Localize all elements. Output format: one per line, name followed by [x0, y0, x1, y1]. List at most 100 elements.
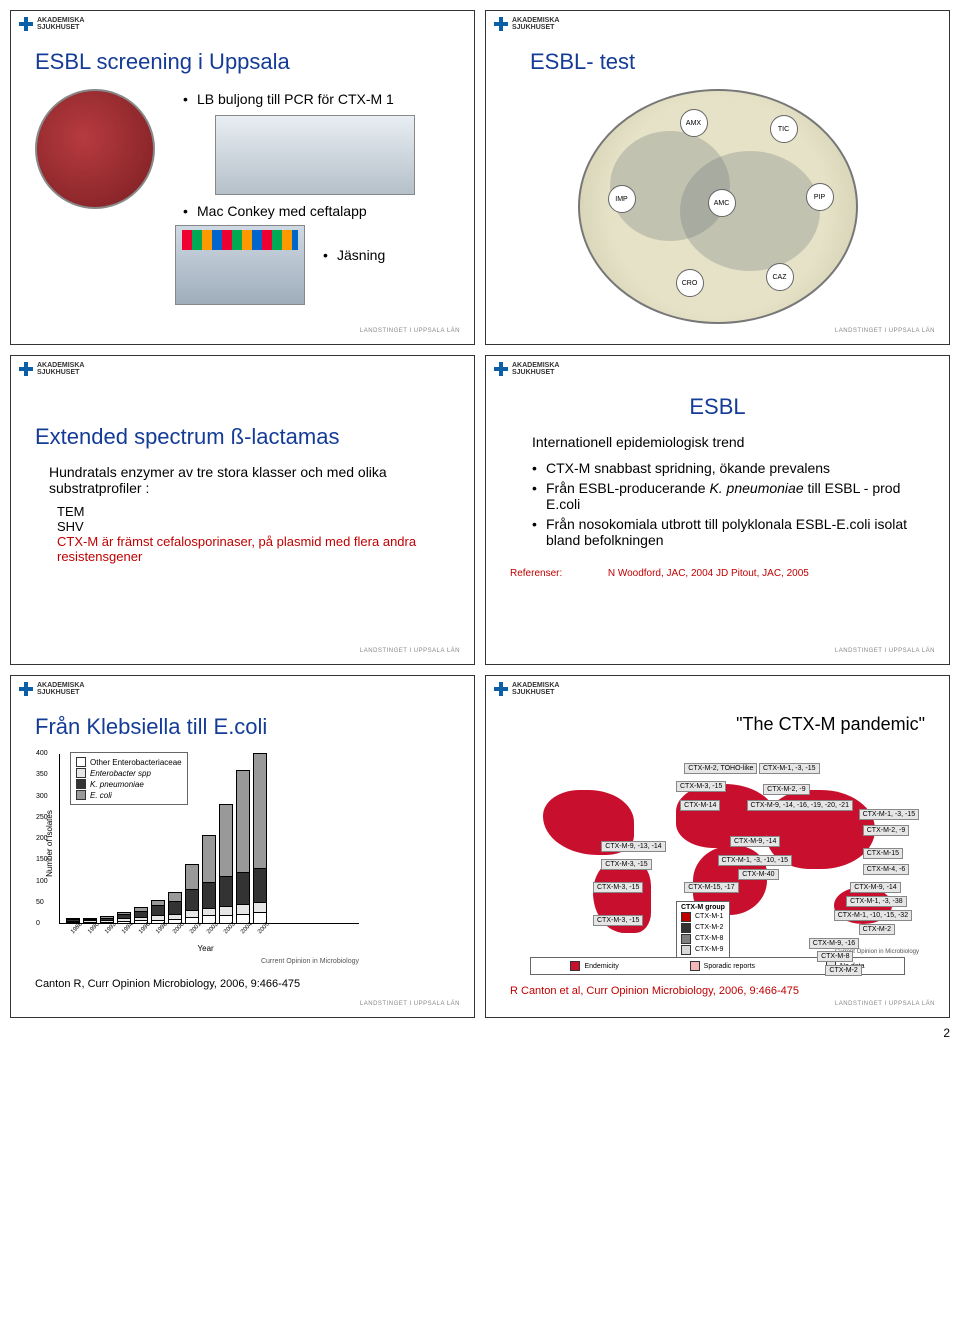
x-axis-title: Year: [198, 944, 214, 953]
map-tag: CTX-M-3, -15: [676, 781, 726, 792]
page-number: 2: [10, 1026, 950, 1040]
map-tag: CTX-M-2, TOHO-like: [684, 763, 757, 774]
map-tag: CTX-M-15: [863, 848, 903, 859]
map-tag: CTX-M-9, -13, -14: [601, 841, 665, 852]
slide5-title: Från Klebsiella till E.coli: [35, 714, 450, 740]
slide1-bullet-1: LB buljong till PCR för CTX-M 1: [183, 89, 450, 109]
footer: LANDSTINGET I UPPSALA LÄN: [360, 1001, 460, 1007]
slide-4: AKADEMISKA SJUKHUSET ESBL Internationell…: [485, 355, 950, 665]
slide4-bullet-1: CTX-M snabbast spridning, ökande prevale…: [532, 458, 925, 478]
disc-tic: TIC: [770, 115, 798, 143]
antibiotic-plate-photo: AMX TIC IMP AMC PIP CRO CAZ: [578, 89, 858, 324]
slide-3: AKADEMISKA SJUKHUSET Extended spectrum ß…: [10, 355, 475, 665]
chart-caption: Current Opinion in Microbiology: [261, 958, 359, 965]
slide4-b2a: Från ESBL-producerande: [546, 480, 709, 496]
footer: LANDSTINGET I UPPSALA LÄN: [835, 328, 935, 334]
disc-amx: AMX: [680, 109, 708, 137]
ref-text: N Woodford, JAC, 2004 JD Pitout, JAC, 20…: [608, 568, 809, 579]
slide6-title: "The CTX-M pandemic": [510, 714, 925, 735]
map-tag: CTX-M-3, -15: [601, 859, 651, 870]
color-tubes-photo: [175, 225, 305, 305]
logo-text: AKADEMISKA SJUKHUSET: [512, 362, 559, 376]
bar-chart: Other EnterobacteriaceaeEnterobacter spp…: [59, 754, 359, 924]
slide1-bullet-3: Jäsning: [323, 245, 385, 265]
disc-cro: CRO: [676, 269, 704, 297]
bar-1998: [151, 900, 165, 923]
logo-text: AKADEMISKA SJUKHUSET: [512, 17, 559, 31]
logo: AKADEMISKA SJUKHUSET: [19, 17, 84, 31]
slide-5: AKADEMISKA SJUKHUSET Från Klebsiella til…: [10, 675, 475, 1018]
map-tag: CTX-M-14: [680, 800, 720, 811]
bar-1996: [134, 907, 148, 923]
map-tag: CTX-M-1, -3, -15: [859, 809, 920, 820]
slide3-title: Extended spectrum ß-lactamas: [35, 424, 450, 450]
world-map: CTX-M groupCTX-M-1CTX-M-2CTX-M-8CTX-M-9 …: [510, 749, 925, 979]
slide4-bullet-2: Från ESBL-producerande K. pneumoniae til…: [532, 478, 925, 514]
slide4-references: Referenser: N Woodford, JAC, 2004 JD Pit…: [510, 568, 925, 579]
map-tag: CTX-M-3, -15: [593, 882, 643, 893]
footer: LANDSTINGET I UPPSALA LÄN: [360, 648, 460, 654]
slide-6: AKADEMISKA SJUKHUSET "The CTX-M pandemic…: [485, 675, 950, 1018]
map-tag: CTX-M-3, -15: [593, 915, 643, 926]
slide5-ref: Canton R, Curr Opinion Microbiology, 200…: [35, 978, 450, 990]
map-tag: CTX-M-9, -14: [730, 836, 780, 847]
map-tag: CTX-M-2, -9: [863, 825, 910, 836]
logo: AKADEMISKA SJUKHUSET: [494, 682, 559, 696]
tube-rack-photo: [215, 115, 415, 195]
logo-text: AKADEMISKA SJUKHUSET: [512, 682, 559, 696]
logo-text: AKADEMISKA SJUKHUSET: [37, 17, 84, 31]
map-tag: CTX-M-9, -14: [850, 882, 900, 893]
bar-2005: [253, 753, 267, 923]
logo: AKADEMISKA SJUKHUSET: [19, 682, 84, 696]
slide1-title: ESBL screening i Uppsala: [35, 49, 450, 75]
map-tag: CTX-M-1, -3, -15: [759, 763, 820, 774]
logo-cross-icon: [19, 17, 33, 31]
map-tag: CTX-M-1, -10, -15, -32: [834, 910, 912, 921]
bar-2004: [236, 770, 250, 923]
map-tag: CTX-M-15, -17: [684, 882, 738, 893]
logo-cross-icon: [494, 362, 508, 376]
footer: LANDSTINGET I UPPSALA LÄN: [360, 328, 460, 334]
logo-cross-icon: [494, 17, 508, 31]
slide4-b2b: K. pneumoniae: [709, 480, 803, 496]
disc-imp: IMP: [608, 185, 636, 213]
slide3-sub: Hundratals enzymer av tre stora klasser …: [49, 464, 450, 496]
logo-text: AKADEMISKA SJUKHUSET: [37, 362, 84, 376]
slide3-item1: TEM: [57, 504, 450, 519]
logo-cross-icon: [19, 362, 33, 376]
map-tag: CTX-M-2: [825, 965, 861, 976]
bar-2003: [219, 804, 233, 923]
slide3-item2: SHV: [57, 519, 450, 534]
bar-2001: [185, 864, 199, 924]
bar-2002: [202, 835, 216, 923]
slide4-sub: Internationell epidemiologisk trend: [532, 434, 925, 450]
logo-cross-icon: [494, 682, 508, 696]
map-tag: CTX-M-1, -3, -10, -15: [718, 855, 793, 866]
logo-text: AKADEMISKA SJUKHUSET: [37, 682, 84, 696]
disc-amc: AMC: [708, 189, 736, 217]
disc-caz: CAZ: [766, 263, 794, 291]
logo: AKADEMISKA SJUKHUSET: [19, 362, 84, 376]
chart-legend: Other EnterobacteriaceaeEnterobacter spp…: [70, 752, 188, 805]
bar-2000: [168, 892, 182, 923]
petri-dish-photo: [35, 89, 155, 209]
map-tag: CTX-M-2: [859, 924, 895, 935]
slide3-item3: CTX-M är främst cefalosporinaser, på pla…: [57, 534, 450, 564]
logo: AKADEMISKA SJUKHUSET: [494, 362, 559, 376]
map-tag: CTX-M-40: [738, 869, 778, 880]
disc-pip: PIP: [806, 183, 834, 211]
map-tag: CTX-M-8: [817, 951, 853, 962]
footer: LANDSTINGET I UPPSALA LÄN: [835, 648, 935, 654]
slide6-ref: R Canton et al, Curr Opinion Microbiolog…: [510, 985, 925, 997]
slide1-bullet-2: Mac Conkey med ceftalapp: [183, 201, 450, 221]
footer: LANDSTINGET I UPPSALA LÄN: [835, 1001, 935, 1007]
map-group-legend: CTX-M groupCTX-M-1CTX-M-2CTX-M-8CTX-M-9: [676, 901, 730, 959]
ref-label: Referenser:: [510, 568, 562, 579]
slide-grid: AKADEMISKA SJUKHUSET ESBL screening i Up…: [10, 10, 950, 1018]
slide-2: AKADEMISKA SJUKHUSET ESBL- test AMX TIC …: [485, 10, 950, 345]
map-tag: CTX-M-1, -3, -38: [846, 896, 907, 907]
map-tag: CTX-M-9, -14, -16, -19, -20, -21: [747, 800, 853, 811]
map-tag: CTX-M-2, -9: [763, 784, 810, 795]
slide4-bullet-3: Från nosokomiala utbrott till polyklonal…: [532, 514, 925, 550]
slide2-title: ESBL- test: [530, 49, 925, 75]
